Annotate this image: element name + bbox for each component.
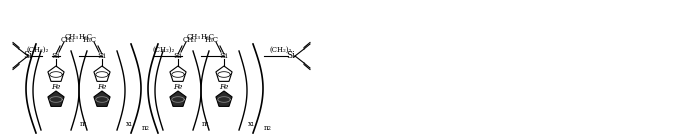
Text: Si: Si (52, 52, 60, 60)
Text: (CH₂)₂: (CH₂)₂ (153, 46, 175, 54)
Polygon shape (216, 91, 232, 106)
Text: n₁: n₁ (80, 120, 88, 128)
Text: CH₃: CH₃ (187, 33, 201, 41)
Text: H₃C: H₃C (201, 33, 215, 41)
Text: n₁: n₁ (202, 120, 210, 128)
Text: H₃C: H₃C (83, 36, 97, 44)
Text: CH₃: CH₃ (61, 36, 75, 44)
Text: CH₃: CH₃ (65, 33, 79, 41)
Text: Fe: Fe (219, 83, 229, 91)
Polygon shape (94, 91, 110, 106)
Text: x₁: x₁ (248, 120, 255, 128)
Text: Fe: Fe (173, 83, 182, 91)
Text: Si: Si (174, 52, 182, 60)
Text: n₂: n₂ (142, 124, 150, 132)
Text: H₃C: H₃C (205, 36, 219, 44)
Text: Si: Si (24, 51, 32, 60)
Text: Fe: Fe (51, 83, 61, 91)
Text: CH₃: CH₃ (183, 36, 197, 44)
Text: Si: Si (287, 51, 296, 60)
Text: n₂: n₂ (264, 124, 272, 132)
Polygon shape (170, 91, 186, 106)
Text: x₁: x₁ (126, 120, 134, 128)
Text: (CH₂)₂: (CH₂)₂ (27, 46, 49, 54)
Text: Fe: Fe (97, 83, 107, 91)
Polygon shape (48, 91, 64, 106)
Text: H₃C: H₃C (79, 33, 93, 41)
Text: Si: Si (219, 52, 229, 60)
Text: Si: Si (98, 52, 106, 60)
Text: (CH₂)₂: (CH₂)₂ (270, 46, 292, 54)
